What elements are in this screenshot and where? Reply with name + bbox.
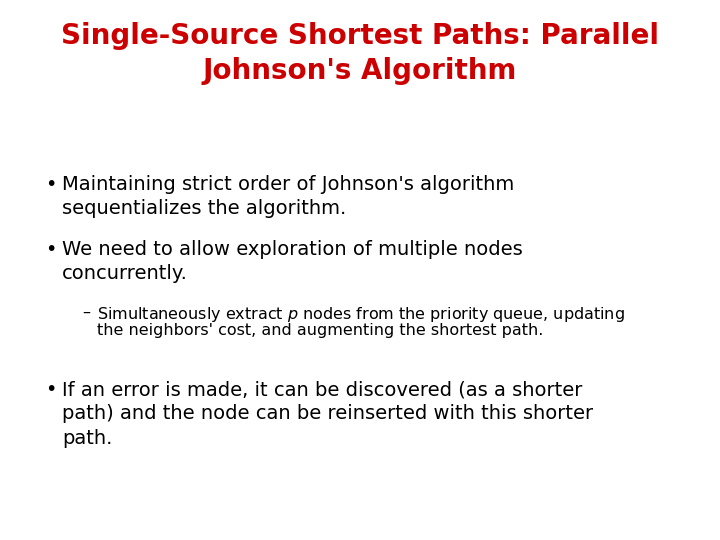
Text: If an error is made, it can be discovered (as a shorter
path) and the node can b: If an error is made, it can be discovere…: [62, 380, 593, 448]
Text: •: •: [45, 175, 56, 194]
Text: the neighbors' cost, and augmenting the shortest path.: the neighbors' cost, and augmenting the …: [97, 323, 544, 338]
Text: –: –: [82, 305, 90, 320]
Text: Maintaining strict order of Johnson's algorithm
sequentializes the algorithm.: Maintaining strict order of Johnson's al…: [62, 175, 514, 218]
Text: •: •: [45, 380, 56, 399]
Text: Simultaneously extract $p$ nodes from the priority queue, updating: Simultaneously extract $p$ nodes from th…: [97, 305, 625, 324]
Text: Single-Source Shortest Paths: Parallel
Johnson's Algorithm: Single-Source Shortest Paths: Parallel J…: [61, 22, 659, 85]
Text: •: •: [45, 240, 56, 259]
Text: We need to allow exploration of multiple nodes
concurrently.: We need to allow exploration of multiple…: [62, 240, 523, 284]
